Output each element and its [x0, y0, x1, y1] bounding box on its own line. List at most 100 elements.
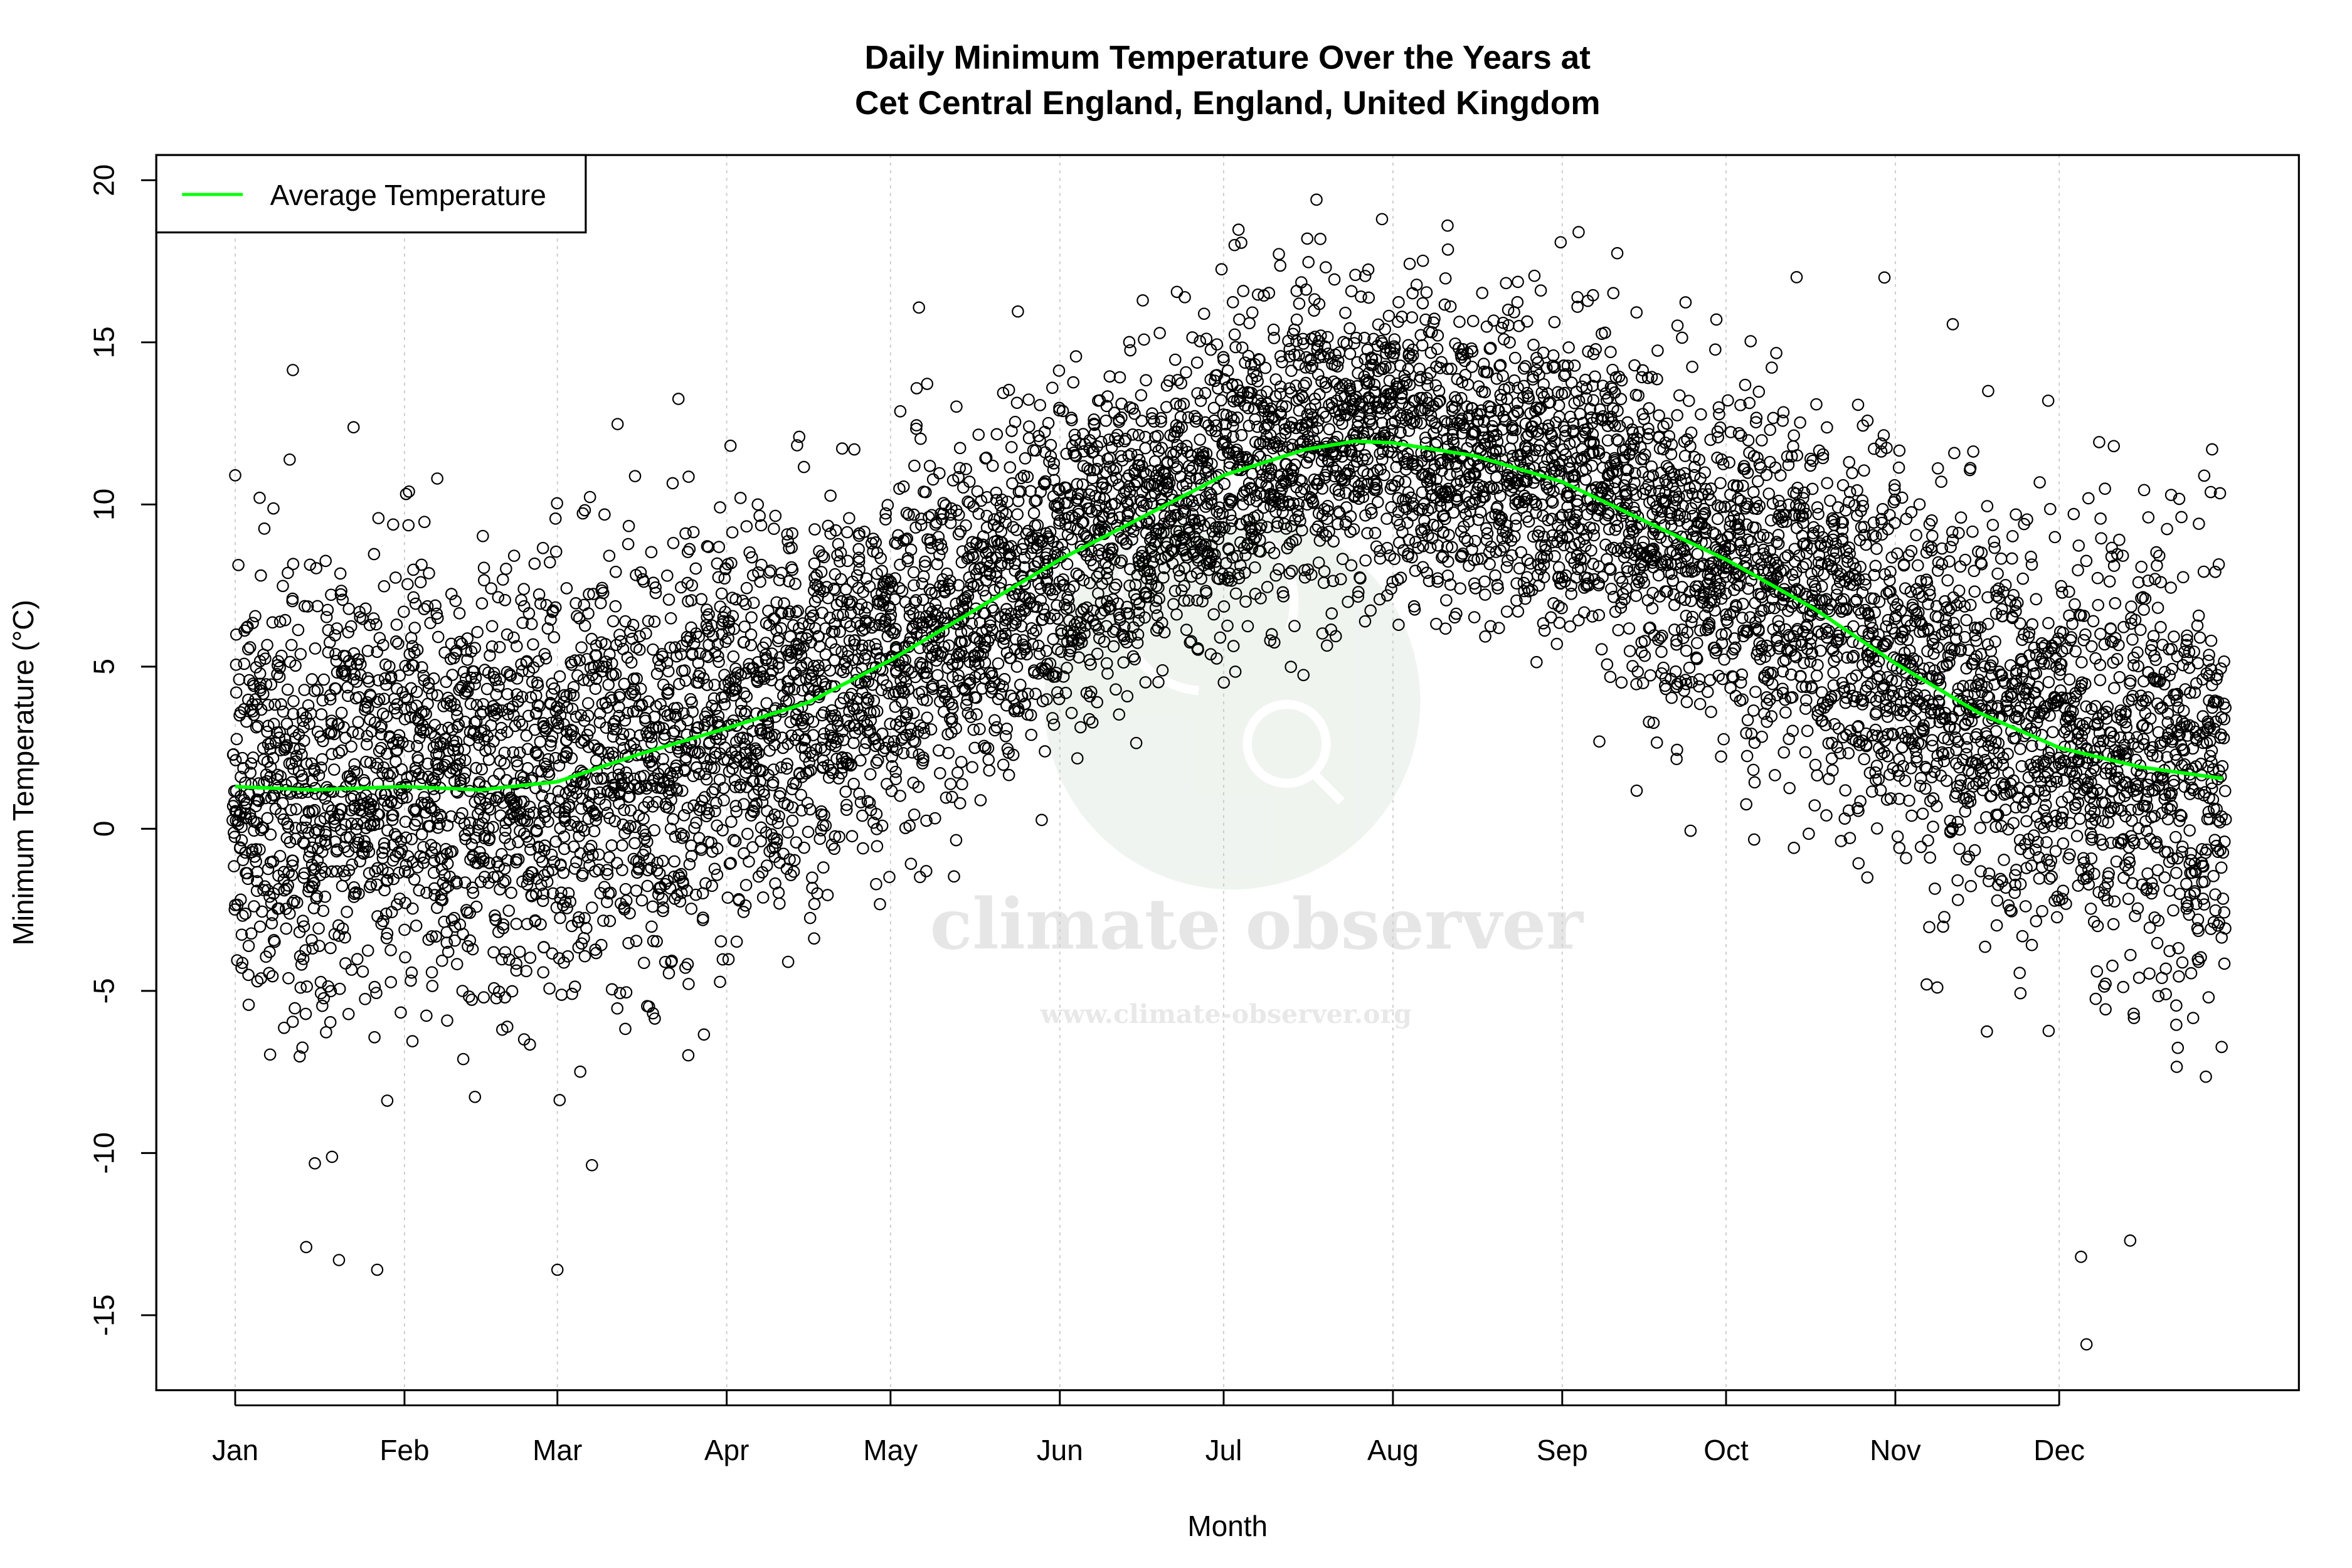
data-point — [718, 794, 730, 807]
data-point — [407, 659, 420, 672]
data-point — [760, 826, 773, 839]
data-point — [537, 887, 550, 900]
data-point — [986, 459, 999, 472]
data-point — [1406, 287, 1419, 300]
data-point — [675, 832, 689, 844]
data-point — [824, 723, 837, 736]
data-point — [600, 655, 612, 668]
data-point — [568, 654, 581, 667]
data-point — [807, 584, 820, 597]
data-point — [470, 761, 482, 775]
data-point — [1416, 297, 1429, 310]
data-point — [465, 993, 478, 1006]
data-point — [599, 798, 612, 811]
data-point — [492, 591, 505, 603]
data-point — [647, 576, 660, 589]
data-point — [236, 909, 249, 922]
data-point — [389, 571, 402, 584]
data-point — [395, 1006, 407, 1019]
data-point — [319, 825, 332, 839]
data-point — [360, 738, 373, 751]
data-point — [748, 805, 760, 818]
data-point — [454, 780, 467, 792]
data-point — [772, 886, 785, 899]
data-point — [944, 778, 957, 790]
data-point — [804, 764, 817, 777]
data-point — [899, 533, 912, 546]
data-point — [808, 557, 821, 570]
data-point — [553, 702, 566, 714]
data-point — [253, 843, 266, 856]
data-point — [553, 794, 565, 807]
data-point — [792, 605, 804, 617]
data-point — [407, 591, 420, 604]
data-point — [332, 930, 346, 942]
data-point — [900, 507, 913, 519]
data-point — [1300, 376, 1312, 389]
data-point — [250, 843, 263, 856]
data-point — [544, 739, 557, 752]
data-point — [1301, 232, 1314, 245]
data-point — [733, 893, 745, 906]
data-point — [613, 691, 626, 704]
data-point — [619, 1022, 632, 1036]
data-point — [418, 516, 431, 528]
data-point — [369, 618, 383, 631]
data-point — [770, 596, 783, 609]
data-point — [1040, 645, 1053, 657]
data-point — [730, 683, 743, 696]
data-point — [675, 785, 689, 797]
data-point — [901, 664, 914, 676]
data-point — [329, 629, 341, 642]
data-point — [410, 919, 423, 932]
data-point — [282, 972, 295, 985]
data-point — [813, 832, 826, 845]
data-point — [567, 689, 580, 702]
data-point — [289, 731, 302, 744]
data-point — [1010, 396, 1024, 410]
data-point — [430, 930, 442, 943]
data-point — [408, 873, 421, 886]
data-point — [778, 597, 790, 610]
data-point — [421, 757, 434, 770]
data-point — [478, 871, 491, 883]
data-point — [1046, 381, 1059, 395]
data-point — [298, 734, 310, 747]
data-point — [273, 850, 287, 862]
data-point — [657, 753, 669, 766]
data-point — [567, 681, 580, 694]
data-point — [1237, 285, 1249, 297]
data-point — [233, 673, 246, 686]
data-point — [302, 699, 315, 712]
data-point — [496, 573, 509, 586]
data-point — [681, 958, 694, 970]
data-point — [686, 647, 699, 660]
data-point — [712, 571, 725, 584]
data-point — [492, 680, 505, 692]
data-point — [589, 682, 602, 695]
data-point — [712, 655, 725, 669]
data-point — [255, 569, 267, 582]
data-point — [415, 558, 428, 571]
data-point — [852, 551, 866, 564]
data-point — [783, 853, 796, 866]
data-point — [350, 675, 363, 688]
data-point — [564, 895, 576, 908]
data-point — [380, 748, 393, 760]
data-point — [442, 691, 455, 704]
data-point — [572, 941, 585, 954]
data-point — [789, 733, 802, 746]
data-point — [882, 687, 895, 700]
data-point — [458, 687, 472, 700]
data-point — [371, 645, 384, 659]
data-point — [453, 607, 466, 620]
data-point — [1215, 263, 1228, 276]
data-point — [879, 513, 892, 526]
data-point — [546, 730, 559, 743]
data-point — [734, 778, 747, 792]
data-point — [636, 573, 649, 586]
data-point — [1399, 475, 1412, 489]
data-point — [358, 847, 370, 860]
data-point — [706, 786, 719, 798]
data-point — [370, 987, 383, 999]
